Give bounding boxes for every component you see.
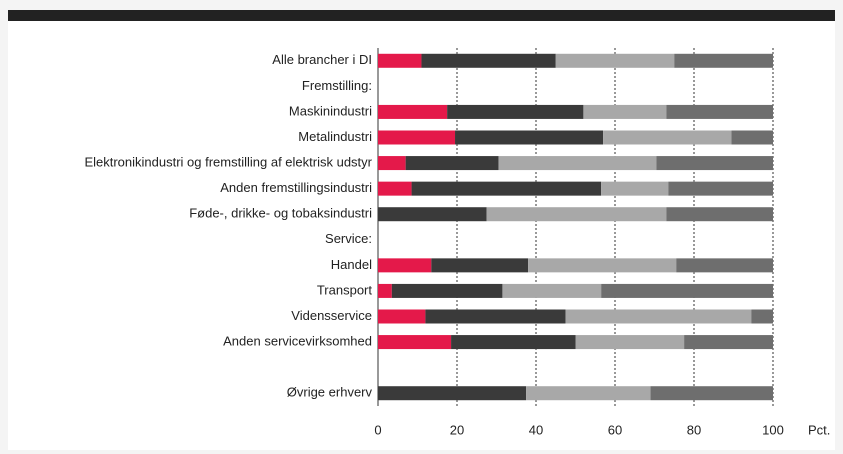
- bar-segment: [447, 104, 584, 119]
- panel: [8, 20, 835, 450]
- bar-segment: [378, 53, 422, 68]
- bar-segment: [575, 335, 685, 350]
- y-tick-label: Maskinindustri: [289, 103, 372, 118]
- bar-segment: [668, 181, 773, 196]
- bar-segment: [378, 130, 456, 145]
- y-tick-label: Fremstilling:: [302, 78, 372, 93]
- bar-segment: [502, 283, 602, 298]
- bar-segment: [603, 130, 732, 145]
- bar-segment: [378, 181, 412, 196]
- bar-segment: [526, 386, 651, 401]
- bar-segment: [391, 283, 503, 298]
- y-tick-label: Anden servicevirksomhed: [223, 334, 372, 349]
- y-tick-label: Anden fremstillingsindustri: [220, 180, 372, 195]
- bar-segment: [486, 207, 667, 222]
- x-axis-label: Pct.: [808, 422, 830, 437]
- x-tick-label: 100: [762, 422, 784, 437]
- bar-segment: [411, 181, 602, 196]
- bar-segment: [666, 104, 773, 119]
- y-tick-label: Elektronikindustri og fremstilling af el…: [84, 155, 372, 170]
- y-tick-label: Føde-, drikke- og tobaksindustri: [189, 206, 372, 221]
- bar-segment: [378, 283, 392, 298]
- bar-segment: [405, 156, 499, 171]
- bar-segment: [378, 156, 406, 171]
- y-tick-label: Vidensservice: [291, 308, 372, 323]
- bar-segment: [378, 309, 426, 324]
- x-tick-label: 80: [687, 422, 701, 437]
- y-tick-label: Alle brancher i DI: [272, 52, 372, 67]
- bar-segment: [378, 104, 448, 119]
- bar-segment: [425, 309, 566, 324]
- bar-segment: [555, 53, 675, 68]
- top-band: [8, 10, 835, 21]
- bar-segment: [656, 156, 773, 171]
- bar-segment: [666, 207, 773, 222]
- bar-segment: [676, 258, 773, 273]
- bar-segment: [528, 258, 677, 273]
- bar-segment: [731, 130, 773, 145]
- y-tick-label: Handel: [331, 257, 372, 272]
- bar-segment: [378, 258, 432, 273]
- bar-segment: [421, 53, 556, 68]
- bar-segment: [674, 53, 773, 68]
- bar-segment: [451, 335, 576, 350]
- x-tick-label: 40: [529, 422, 543, 437]
- bar-segment: [650, 386, 773, 401]
- bar-segment: [498, 156, 657, 171]
- bar-segment: [601, 181, 669, 196]
- x-tick-label: 0: [374, 422, 381, 437]
- bar-segment: [751, 309, 773, 324]
- bar-segment: [601, 283, 773, 298]
- bar-segment: [378, 335, 452, 350]
- x-tick-label: 60: [608, 422, 622, 437]
- bar-segment: [378, 386, 527, 401]
- y-tick-label: Service:: [325, 231, 372, 246]
- y-tick-label: Transport: [317, 282, 373, 297]
- x-tick-label: 20: [450, 422, 464, 437]
- bar-segment: [455, 130, 604, 145]
- y-tick-label: Metalindustri: [298, 129, 372, 144]
- bar-segment: [431, 258, 529, 273]
- y-tick-label: Øvrige erhverv: [287, 385, 373, 400]
- bar-segment: [378, 207, 487, 222]
- bar-segment: [565, 309, 752, 324]
- bar-segment: [583, 104, 667, 119]
- bar-segment: [684, 335, 773, 350]
